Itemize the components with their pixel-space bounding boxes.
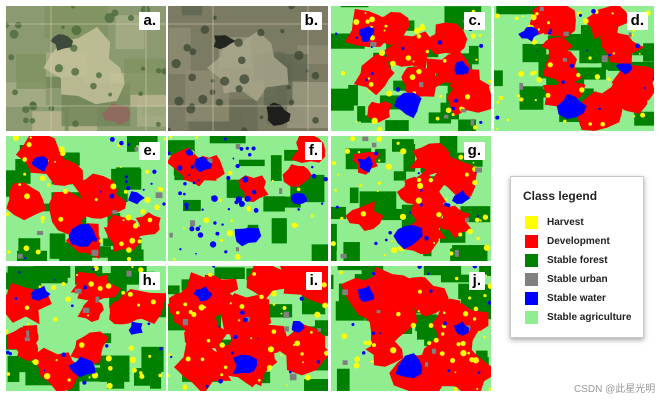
panel-label: g. xyxy=(463,142,485,160)
panel-j: j. xyxy=(331,266,491,391)
classification-map xyxy=(168,136,328,261)
panel-label: b. xyxy=(300,12,322,30)
harvest-swatch xyxy=(525,215,538,229)
panel-label: j. xyxy=(468,272,485,290)
development-swatch xyxy=(525,234,538,248)
watermark: CSDN @此星光明 xyxy=(574,384,656,395)
panel-label: c. xyxy=(464,12,485,30)
legend-item-stable-agriculture: Stable agriculture xyxy=(525,310,631,324)
legend-item-harvest: Harvest xyxy=(525,215,584,229)
panel-h: h. xyxy=(6,266,166,391)
stable-forest-swatch xyxy=(525,253,538,267)
panel-label: d. xyxy=(626,12,648,30)
classification-map xyxy=(331,136,491,261)
classification-map xyxy=(331,266,491,391)
panel-label: h. xyxy=(138,272,160,290)
legend-title: Class legend xyxy=(523,189,598,203)
legend-item-stable-forest: Stable forest xyxy=(525,253,608,267)
panel-b: b. xyxy=(168,6,328,131)
panel-label: a. xyxy=(139,12,160,30)
classification-map xyxy=(168,266,328,391)
legend-label: Stable agriculture xyxy=(547,311,632,323)
legend-item-stable-urban: Stable urban xyxy=(525,272,608,286)
classification-map xyxy=(494,6,654,131)
panel-f: f. xyxy=(168,136,328,261)
legend-label: Stable forest xyxy=(547,254,608,266)
panel-i: i. xyxy=(168,266,328,391)
legend-label: Stable water xyxy=(547,292,606,304)
panel-a: a. xyxy=(6,6,166,131)
panel-c: c. xyxy=(331,6,491,131)
satellite-image xyxy=(168,6,328,131)
legend-label: Development xyxy=(547,235,610,247)
classification-map xyxy=(6,136,166,261)
stable-urban-swatch xyxy=(525,272,538,286)
panel-label: f. xyxy=(304,142,322,160)
panel-d: d. xyxy=(494,6,654,131)
panel-label: i. xyxy=(305,272,322,290)
satellite-image xyxy=(6,6,166,131)
legend-label: Stable urban xyxy=(547,273,608,285)
stable-water-swatch xyxy=(525,291,538,305)
legend-item-stable-water: Stable water xyxy=(525,291,606,305)
panel-e: e. xyxy=(6,136,166,261)
legend-label: Harvest xyxy=(547,216,584,228)
panel-g: g. xyxy=(331,136,491,261)
panel-label: e. xyxy=(139,142,160,160)
class-legend: Class legend Harvest Development Stable … xyxy=(510,176,644,338)
stable-agriculture-swatch xyxy=(525,310,538,324)
legend-item-development: Development xyxy=(525,234,610,248)
